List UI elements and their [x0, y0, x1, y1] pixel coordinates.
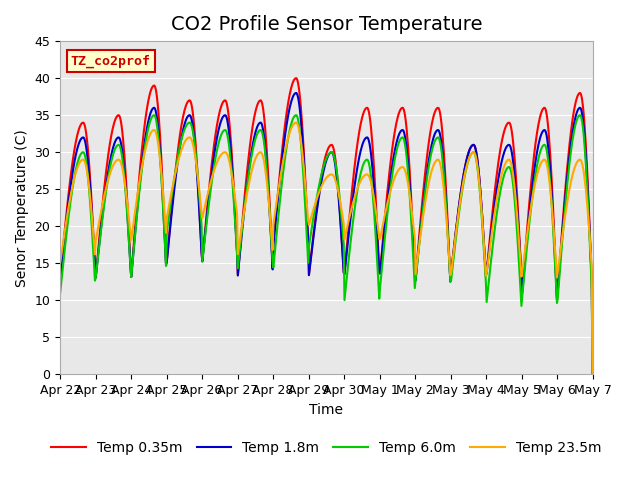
Legend: Temp 0.35m, Temp 1.8m, Temp 6.0m, Temp 23.5m: Temp 0.35m, Temp 1.8m, Temp 6.0m, Temp 2… — [46, 436, 607, 461]
Line: Temp 23.5m: Temp 23.5m — [60, 122, 593, 374]
Temp 23.5m — [121, 178, 129, 184]
Title: CO2 Profile Sensor Temperature: CO2 Profile Sensor Temperature — [171, 15, 482, 34]
Temp 0.35m — [121, 155, 129, 161]
Temp 0.35m — [589, 372, 596, 377]
Line: Temp 0.35m: Temp 0.35m — [60, 78, 593, 374]
Temp 0.35m — [392, 124, 399, 130]
Temp 23.5m — [589, 372, 596, 377]
Temp 23.5m — [407, 203, 415, 208]
Temp 6.0m — [407, 216, 415, 221]
Temp 1.8m — [121, 171, 129, 177]
Temp 6.0m — [589, 372, 596, 377]
Line: Temp 6.0m: Temp 6.0m — [60, 115, 593, 374]
Temp 6.0m — [392, 152, 399, 158]
Temp 1.8m — [392, 144, 399, 150]
Text: TZ_co2prof: TZ_co2prof — [71, 54, 151, 68]
Temp 0.35m — [175, 142, 182, 147]
Temp 6.0m — [56, 290, 64, 296]
Temp 0.35m — [66, 180, 74, 186]
Y-axis label: Senor Temperature (C): Senor Temperature (C) — [15, 129, 29, 287]
X-axis label: Time: Time — [309, 403, 343, 417]
Temp 6.0m — [121, 177, 129, 182]
Temp 0.35m — [292, 75, 300, 81]
Temp 0.35m — [56, 275, 64, 281]
Temp 1.8m — [407, 204, 415, 210]
Temp 6.0m — [204, 213, 211, 218]
Temp 6.0m — [66, 204, 74, 210]
Temp 1.8m — [175, 153, 182, 158]
Temp 23.5m — [66, 197, 74, 203]
Temp 0.35m — [407, 193, 415, 199]
Temp 1.8m — [66, 190, 74, 195]
Line: Temp 1.8m: Temp 1.8m — [60, 93, 593, 374]
Temp 6.0m — [175, 146, 183, 152]
Temp 6.0m — [150, 112, 158, 118]
Temp 23.5m — [392, 173, 399, 179]
Temp 23.5m — [175, 156, 182, 162]
Temp 1.8m — [589, 372, 596, 377]
Temp 1.8m — [56, 275, 64, 281]
Temp 23.5m — [203, 195, 211, 201]
Temp 1.8m — [292, 90, 300, 96]
Temp 23.5m — [292, 120, 300, 125]
Temp 1.8m — [203, 215, 211, 220]
Temp 0.35m — [203, 210, 211, 216]
Temp 23.5m — [56, 261, 64, 266]
